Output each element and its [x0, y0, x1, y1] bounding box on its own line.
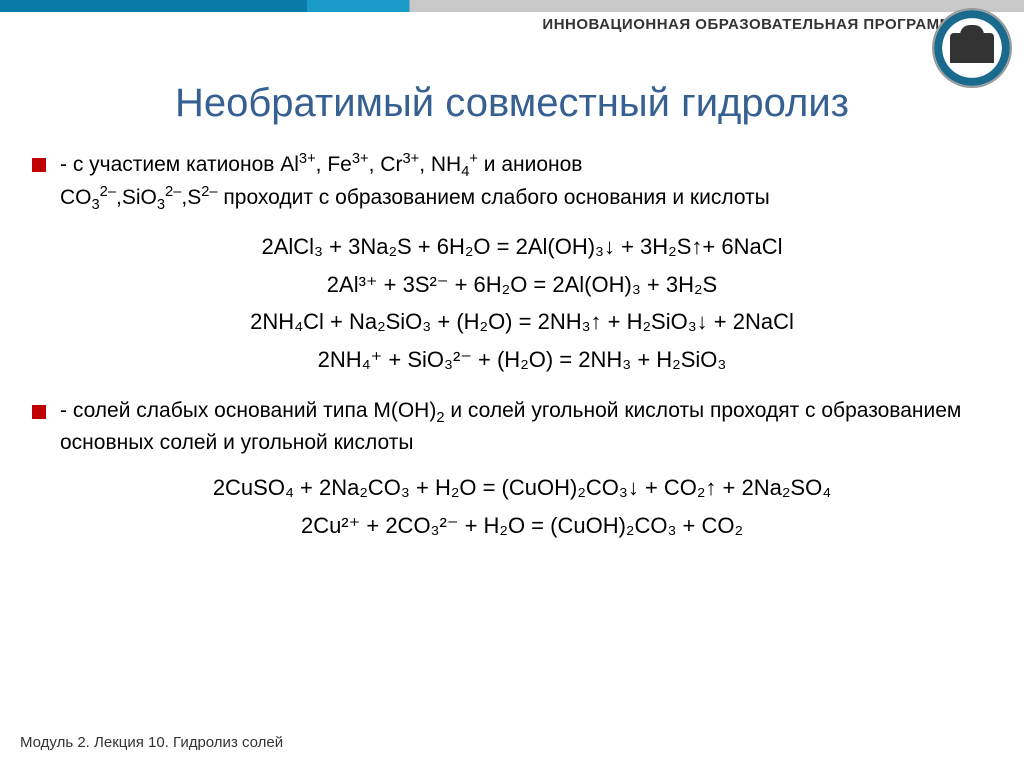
bullet-2: - солей слабых оснований типа M(OH)2 и с… — [60, 397, 984, 457]
b1-sup4: + — [469, 151, 478, 167]
slide-title: Необратимый совместный гидролиз — [0, 81, 1024, 126]
equation-6: 2Cu²⁺ + 2CO₃²⁻ + H₂O = (CuOH)₂CO₃ + CO₂ — [60, 511, 984, 541]
slide-content: - с участием катионов Al3+, Fe3+, Cr3+, … — [0, 150, 1024, 541]
university-logo — [932, 8, 1012, 88]
b2-text-1: - солей слабых оснований типа M(OH) — [60, 399, 436, 422]
footer-text: Модуль 2. Лекция 10. Гидролиз солей — [20, 734, 283, 751]
b1-l2-rest: проходит с образованием слабого основани… — [218, 186, 770, 209]
b1-l2-a: CO — [60, 186, 92, 209]
header-row: ИННОВАЦИОННАЯ ОБРАЗОВАТЕЛЬНАЯ ПРОГРАММА — [0, 12, 1024, 33]
b1-l2-c: ,S — [181, 186, 201, 209]
b2-sub: 2 — [436, 410, 444, 426]
equation-1: 2AlCl₃ + 3Na₂S + 6H₂O = 2Al(OH)₃↓ + 3H₂S… — [60, 232, 984, 262]
bullet-marker — [32, 158, 46, 172]
b1-l2-sup1: 2– — [100, 184, 116, 200]
b1-l2-sub2: 3 — [157, 197, 165, 213]
equation-block-1: 2AlCl₃ + 3Na₂S + 6H₂O = 2Al(OH)₃↓ + 3H₂S… — [60, 232, 984, 375]
b1-sup2: 3+ — [352, 151, 369, 167]
program-label: ИННОВАЦИОННАЯ ОБРАЗОВАТЕЛЬНАЯ ПРОГРАММА — [542, 16, 964, 33]
b1-text-2: , Fe — [316, 153, 352, 176]
b1-text-4: , NH — [419, 153, 461, 176]
equation-block-2: 2CuSO₄ + 2Na₂CO₃ + H₂O = (CuOH)₂CO₃↓ + C… — [60, 473, 984, 540]
b1-l2-sub1: 3 — [92, 197, 100, 213]
b1-sup3: 3+ — [402, 151, 419, 167]
b1-text-1: - с участием катионов Al — [60, 153, 299, 176]
equation-4: 2NH₄⁺ + SiO₃²⁻ + (H₂O) = 2NH₃ + H₂SiO₃ — [60, 345, 984, 375]
bullet-marker — [32, 405, 46, 419]
bullet-1-text: - с участием катионов Al3+, Fe3+, Cr3+, … — [60, 150, 984, 216]
bullet-2-text: - солей слабых оснований типа M(OH)2 и с… — [60, 397, 984, 457]
equation-2: 2Al³⁺ + 3S²⁻ + 6H₂O = 2Al(OH)₃ + 3H₂S — [60, 270, 984, 300]
b1-sup1: 3+ — [299, 151, 316, 167]
b1-l2-b: ,SiO — [116, 186, 157, 209]
top-accent-stripe — [0, 0, 1024, 12]
equation-3: 2NH₄Cl + Na₂SiO₃ + (H₂O) = 2NH₃↑ + H₂SiO… — [60, 307, 984, 337]
b1-l2-sup2: 2– — [165, 184, 181, 200]
bullet-1: - с участием катионов Al3+, Fe3+, Cr3+, … — [60, 150, 984, 216]
b1-text-5: и анионов — [478, 153, 583, 176]
b1-text-3: , Cr — [369, 153, 403, 176]
b1-l2-sup3: 2– — [201, 184, 217, 200]
equation-5: 2CuSO₄ + 2Na₂CO₃ + H₂O = (CuOH)₂CO₃↓ + C… — [60, 473, 984, 503]
